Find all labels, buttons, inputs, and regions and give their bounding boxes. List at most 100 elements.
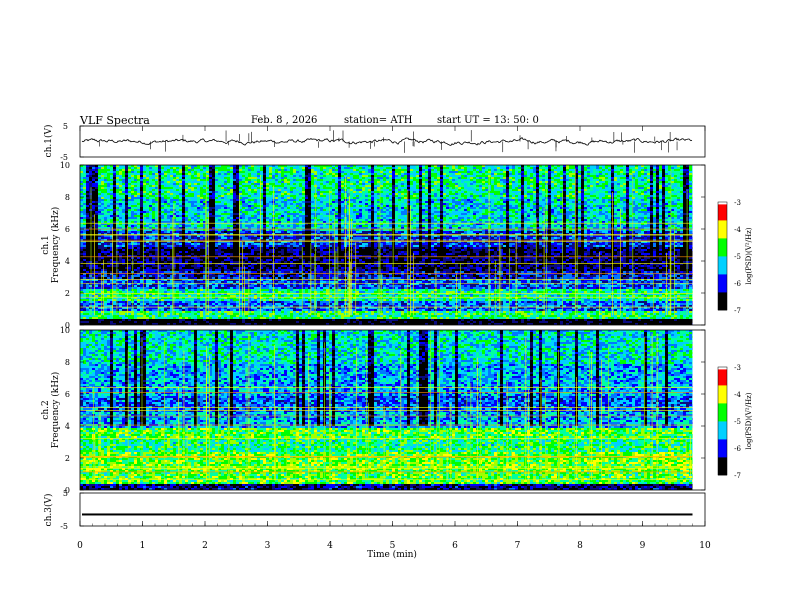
spectrogram-cell (236, 191, 239, 193)
spectrogram-cell (104, 295, 107, 297)
spectrogram-cell (224, 305, 227, 307)
spectrogram-cell (221, 265, 224, 267)
spectrogram-cell (155, 221, 158, 223)
spectrogram-cell (110, 191, 113, 193)
spectrogram-cell (116, 227, 119, 229)
spectrogram-cell (236, 295, 239, 297)
spectrogram-cell (122, 249, 125, 251)
spectrogram-cell (128, 195, 131, 197)
spectrogram-cell (221, 199, 224, 201)
spectrogram-cell (257, 277, 260, 279)
spectrogram-cell (110, 207, 113, 209)
spectrogram-cell (122, 167, 125, 169)
spectrogram-cell (233, 243, 236, 245)
spectrogram-cell (200, 199, 203, 201)
spectrogram-cell (227, 291, 230, 293)
spectrogram-cell (173, 181, 176, 183)
spectrogram-cell (200, 207, 203, 209)
spectrogram-cell (86, 303, 89, 305)
spectrogram-cell (221, 243, 224, 245)
spectrogram-cell (251, 245, 254, 247)
spectrogram-cell (263, 207, 266, 209)
spectrogram-cell (182, 177, 185, 179)
spectrogram-cell (185, 211, 188, 213)
spectrogram-cell (245, 215, 248, 217)
spectrogram-cell (179, 301, 182, 303)
spectrogram-cell (110, 213, 113, 215)
spectrogram-cell (179, 231, 182, 233)
spectrogram-cell (191, 305, 194, 307)
spectrogram-cell (86, 203, 89, 205)
spectrogram-cell (167, 225, 170, 227)
spectrogram-cell (200, 251, 203, 253)
spectrogram-cell (128, 309, 131, 311)
spectrogram-cell (80, 321, 83, 323)
spectrogram-cell (221, 213, 224, 215)
spectrogram-cell (83, 287, 86, 289)
spectrogram-cell (167, 261, 170, 263)
spectrogram-cell (194, 189, 197, 191)
spectrogram-cell (236, 197, 239, 199)
spectrogram-cell (80, 173, 83, 175)
spectrogram-cell (134, 237, 137, 239)
spectrogram-cell (140, 213, 143, 215)
spectrogram-cell (215, 301, 218, 303)
spectrogram-cell (230, 243, 233, 245)
spectrogram-cell (170, 195, 173, 197)
spectrogram-cell (239, 175, 242, 177)
spectrogram-cell (179, 195, 182, 197)
spectrogram-cell (134, 281, 137, 283)
spectrogram-cell (233, 299, 236, 301)
spectrogram-cell (119, 281, 122, 283)
spectrogram-cell (263, 181, 266, 183)
spectrogram-cell (257, 295, 260, 297)
spectrogram-cell (230, 305, 233, 307)
spectrogram-cell (167, 209, 170, 211)
spectrogram-cell (200, 225, 203, 227)
spectrogram-cell (140, 179, 143, 181)
spectrogram-cell (86, 253, 89, 255)
spectrogram-cell (161, 179, 164, 181)
spectrogram-cell (143, 169, 146, 171)
spectrogram-cell (233, 219, 236, 221)
spectrogram-cell (233, 199, 236, 201)
spectrogram-cell (134, 291, 137, 293)
spectrogram-cell (122, 191, 125, 193)
spectrogram-cell (116, 269, 119, 271)
spectrogram-cell (158, 221, 161, 223)
spectrogram-cell (107, 261, 110, 263)
spectrogram-cell (233, 207, 236, 209)
spectrogram-cell (251, 197, 254, 199)
spectrogram-cell (239, 173, 242, 175)
spectrogram-cell (149, 289, 152, 291)
spectrogram-cell (245, 285, 248, 287)
spectrogram-cell (200, 243, 203, 245)
spectrogram-cell (191, 209, 194, 211)
spectrogram-cell (128, 317, 131, 319)
spectrogram-cell (254, 295, 257, 297)
spectrogram-cell (101, 221, 104, 223)
spectrogram-cell (227, 267, 230, 269)
spectrogram-cell (98, 207, 101, 209)
spectrogram-cell (140, 299, 143, 301)
spectrogram-cell (179, 181, 182, 183)
spectrogram-cell (176, 301, 179, 303)
spectrogram-cell (200, 195, 203, 197)
spectrogram-cell (215, 245, 218, 247)
spectrogram-cell (194, 287, 197, 289)
spectrogram-cell (167, 305, 170, 307)
spectrogram-cell (89, 175, 92, 177)
spectrogram-cell (263, 275, 266, 277)
spectrogram-cell (212, 219, 215, 221)
spectrogram-cell (128, 205, 131, 207)
spectrogram-cell (80, 183, 83, 185)
spectrogram-cell (188, 225, 191, 227)
spectrogram-cell (194, 259, 197, 261)
spectrogram-cell (116, 267, 119, 269)
spectrogram-cell (101, 179, 104, 181)
spectrogram-cell (113, 317, 116, 319)
spectrogram-cell (263, 243, 266, 245)
spectrogram-cell (182, 319, 185, 321)
spectrogram-cell (212, 193, 215, 195)
spectrogram-cell (161, 215, 164, 217)
